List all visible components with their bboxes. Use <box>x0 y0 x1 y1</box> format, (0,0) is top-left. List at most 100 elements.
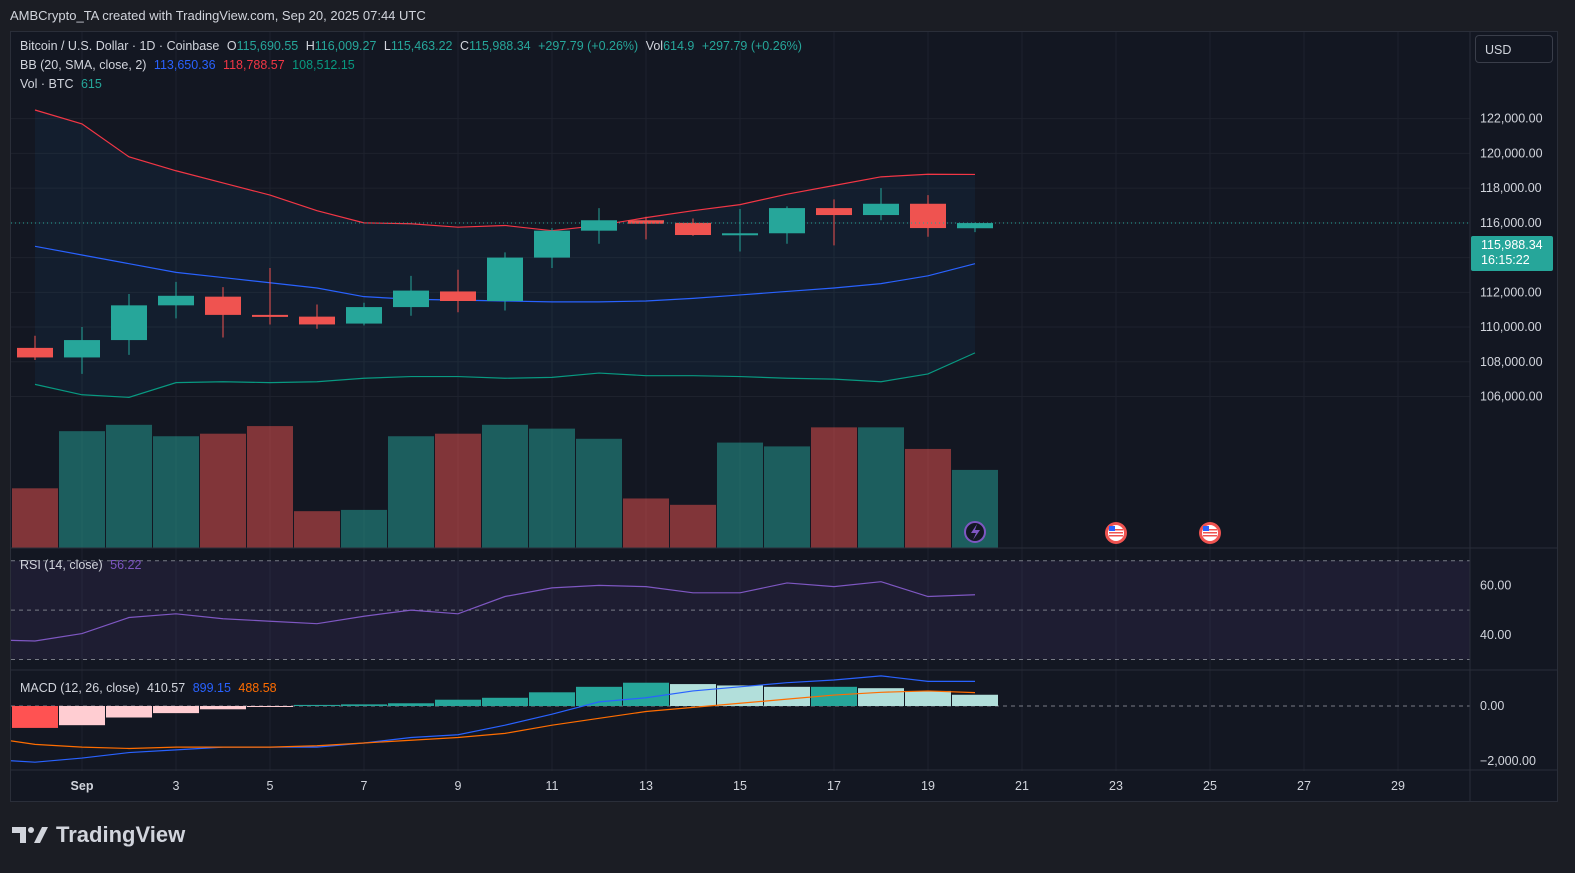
volume-bar <box>435 433 481 548</box>
price-axis-label: 118,000.00 <box>1480 181 1542 195</box>
candle-body <box>440 291 476 302</box>
candle-body <box>111 305 147 341</box>
macd-histogram-bar <box>858 688 904 706</box>
time-axis-label: 23 <box>1109 779 1123 793</box>
vol-label: Vol <box>645 39 664 53</box>
volume-bar <box>247 426 293 548</box>
price-axis-label: 108,000.00 <box>1480 355 1543 369</box>
low-label: L <box>383 39 391 53</box>
bar-countdown: 16:15:22 <box>1481 253 1530 267</box>
volume-bar <box>341 509 387 548</box>
change-value: +297.79 (+0.26%) <box>538 39 639 53</box>
bb-upper-value: 118,788.57 <box>223 58 285 72</box>
macd-histogram-bar <box>905 690 951 706</box>
candle-body <box>910 203 946 229</box>
macd-histogram-bar <box>811 686 857 706</box>
volume-value: 615 <box>80 77 102 91</box>
currency-button[interactable]: USD <box>1475 35 1553 63</box>
macd-histogram-bar <box>952 694 998 706</box>
price-axis-label: 122,000.00 <box>1480 112 1543 126</box>
volume-bar <box>153 436 199 548</box>
candle-body <box>769 208 805 234</box>
macd-histogram-bar <box>294 704 340 706</box>
rsi-axis-label: 60.00 <box>1480 578 1511 592</box>
macd-histogram-bar <box>623 682 669 706</box>
volume-bars <box>12 424 998 548</box>
macd-legend[interactable]: MACD (12, 26, close) 410.57 899.15 488.5… <box>20 681 281 695</box>
price-axis-label: 110,000.00 <box>1480 320 1542 334</box>
volume-bar <box>106 424 152 548</box>
macd-histogram-bar <box>529 692 575 706</box>
macd-label: MACD (12, 26, close) <box>20 681 140 695</box>
symbol-name[interactable]: Bitcoin / U.S. Dollar · 1D · Coinbase <box>20 39 220 53</box>
candle-body <box>64 340 100 358</box>
candle-body <box>487 257 523 302</box>
tradingview-brand: TradingView <box>56 822 186 847</box>
rsi-axis-label: 40.00 <box>1480 628 1511 642</box>
time-axis-label: 11 <box>546 779 559 793</box>
rsi-label: RSI (14, close) <box>20 558 103 572</box>
lightning-icon <box>971 524 980 540</box>
vol-change-value: +297.79 (+0.26%) <box>701 39 802 53</box>
close-value: 115,988.34 <box>469 39 531 53</box>
bb-legend[interactable]: BB (20, SMA, close, 2) 113,650.36 118,78… <box>20 58 359 72</box>
candle-body <box>581 220 617 231</box>
chart-canvas[interactable]: 106,000.00 108,000.00 110,000.00 112,000.00… <box>11 32 1557 801</box>
chart-frame[interactable]: 106,000.00 108,000.00 110,000.00 112,000.00… <box>10 31 1558 802</box>
tradingview-logo-icon <box>12 827 48 843</box>
time-axis-label: 27 <box>1297 779 1311 793</box>
close-label: C <box>459 39 469 53</box>
open-label: O <box>226 39 237 53</box>
price-axis-label: 120,000.00 <box>1480 146 1543 160</box>
low-value: 115,463.22 <box>390 39 453 53</box>
volume-bar <box>529 428 575 548</box>
volume-bar <box>717 442 763 548</box>
volume-bar <box>388 436 434 548</box>
bb-basis-value: 113,650.36 <box>153 58 216 72</box>
attribution-header: AMBCrypto_TA created with TradingView.co… <box>10 8 426 23</box>
macd-histogram-bar <box>576 686 622 706</box>
macd-histogram <box>12 682 998 728</box>
bb-lower-line <box>34 352 976 398</box>
macd-signal-value: 488.58 <box>238 681 277 695</box>
symbol-legend: Bitcoin / U.S. Dollar · 1D · Coinbase O 1… <box>20 39 806 53</box>
candle-body <box>205 296 241 315</box>
last-price-tag: 115,988.34 16:15:22 <box>1471 236 1553 271</box>
flag-stripe <box>1203 532 1217 534</box>
tradingview-logo[interactable]: TradingView <box>12 822 185 848</box>
volume-bar <box>811 427 857 548</box>
macd-axis-label: −2,000.00 <box>1480 754 1536 768</box>
volume-bar <box>482 424 528 548</box>
price-axis-label: 116,000.00 <box>1480 216 1542 230</box>
flag-stripe <box>1109 529 1123 531</box>
volume-bar <box>576 438 622 548</box>
bb-label: BB (20, SMA, close, 2) <box>20 58 147 72</box>
macd-histogram-bar <box>12 706 58 728</box>
macd-line <box>11 675 976 763</box>
candle-body <box>863 203 899 216</box>
macd-histogram-bar <box>153 706 199 714</box>
macd-histogram-bar <box>764 686 810 706</box>
candle-body <box>816 208 852 216</box>
flag-canton <box>1109 526 1115 531</box>
last-price-value: 115,988.34 <box>1481 238 1543 252</box>
flag-stripe <box>1109 532 1123 534</box>
volume-bar <box>905 448 951 548</box>
macd-histogram-bar <box>247 706 293 707</box>
candle-body <box>252 314 288 317</box>
macd-histogram-bar <box>341 704 387 706</box>
candle-body <box>17 347 53 358</box>
time-axis-label: 21 <box>1015 779 1029 793</box>
candle-body <box>722 233 758 236</box>
high-value: 116,009.27 <box>314 39 377 53</box>
us-event-flag-icon <box>1105 522 1127 544</box>
rsi-legend[interactable]: RSI (14, close) 56.22 <box>20 558 145 572</box>
macd-histogram-bar <box>482 697 528 706</box>
macd-histogram-bar <box>59 706 105 726</box>
volume-bar <box>858 427 904 548</box>
us-event-flag-icon <box>1199 522 1221 544</box>
volume-legend[interactable]: Vol · BTC 615 <box>20 77 106 91</box>
vol-value: 614.9 <box>663 39 695 53</box>
bb-lower-value: 108,512.15 <box>292 58 355 72</box>
volume-bar <box>623 498 669 548</box>
